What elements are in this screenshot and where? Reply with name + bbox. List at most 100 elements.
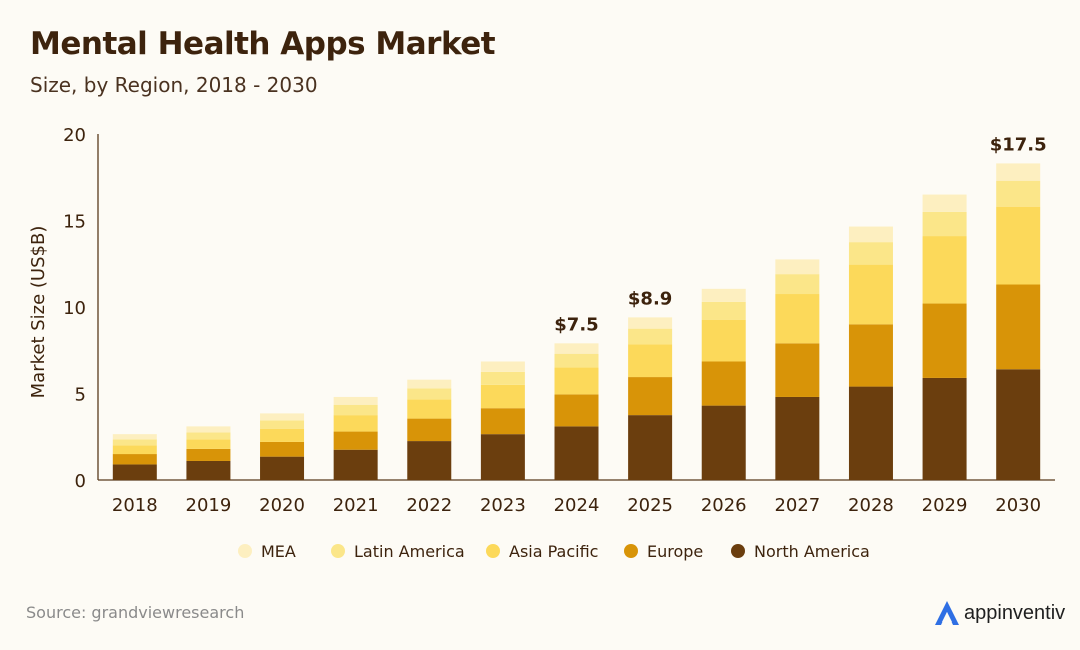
legend-swatch — [624, 544, 638, 558]
bar-segment-europe — [775, 343, 820, 397]
bar-segment-mea — [628, 317, 673, 329]
bar-segment-mea — [996, 163, 1041, 181]
bar-segment-asia-pacific — [260, 428, 305, 442]
legend-label: MEA — [261, 542, 296, 561]
bar-segment-latin-america — [701, 301, 746, 320]
bar-segment-latin-america — [628, 328, 673, 345]
bar-segment-asia-pacific — [996, 206, 1041, 285]
y-tick-label: 15 — [63, 212, 86, 233]
source-note: Source: grandviewresearch — [26, 603, 245, 622]
bar-segment-europe — [628, 377, 673, 416]
x-tick-label: 2030 — [995, 495, 1041, 516]
x-tick-label: 2024 — [554, 495, 600, 516]
y-tick-label: 10 — [63, 298, 86, 319]
bar-segment-north-america — [922, 377, 967, 480]
bar-segment-europe — [186, 448, 231, 461]
bar-segment-latin-america — [480, 371, 525, 385]
chart-subtitle: Size, by Region, 2018 - 2030 — [30, 73, 318, 97]
bar-segment-europe — [554, 394, 599, 427]
bar-segment-asia-pacific — [922, 236, 967, 304]
bar-segment-north-america — [701, 405, 746, 480]
bar-segment-asia-pacific — [333, 415, 378, 432]
bar-segment-asia-pacific — [407, 399, 452, 419]
bar-segment-north-america — [260, 456, 305, 480]
bar-segment-mea — [186, 426, 231, 433]
bar-segment-latin-america — [848, 242, 893, 265]
chart-title: Mental Health Apps Market — [30, 26, 496, 62]
bar-segment-latin-america — [922, 211, 967, 237]
legend-label: Latin America — [354, 542, 465, 561]
bar-segment-europe — [922, 303, 967, 378]
brand: appinventiv — [932, 598, 1065, 628]
bar-segment-mea — [922, 194, 967, 212]
x-tick-label: 2021 — [333, 495, 379, 516]
bar-segment-latin-america — [996, 180, 1041, 207]
bar-segment-north-america — [848, 386, 893, 480]
x-tick-label: 2026 — [701, 495, 747, 516]
bar-segment-latin-america — [112, 439, 157, 446]
x-tick-label: 2023 — [480, 495, 526, 516]
x-tick-label: 2028 — [848, 495, 894, 516]
bar-segment-north-america — [628, 415, 673, 480]
bar-segment-asia-pacific — [186, 439, 231, 449]
x-tick-label: 2029 — [922, 495, 968, 516]
bar-segment-mea — [480, 361, 525, 372]
legend-swatch — [486, 544, 500, 558]
bar-segment-north-america — [186, 460, 231, 480]
x-tick-label: 2027 — [774, 495, 820, 516]
legend-label: North America — [754, 542, 870, 561]
bar-segment-north-america — [775, 396, 820, 480]
bar-segment-europe — [848, 324, 893, 387]
bar-segment-mea — [112, 434, 157, 440]
y-tick-label: 0 — [75, 471, 86, 492]
x-tick-label: 2022 — [406, 495, 452, 516]
bar-segment-north-america — [554, 426, 599, 480]
legend-swatch — [331, 544, 345, 558]
bar-segment-europe — [112, 454, 157, 465]
bar-segment-mea — [554, 343, 599, 354]
bar-segment-latin-america — [775, 274, 820, 295]
bar-segment-mea — [701, 288, 746, 302]
legend-swatch — [238, 544, 252, 558]
bar-segment-europe — [996, 284, 1041, 370]
bar-segment-latin-america — [554, 353, 599, 368]
bar-segment-mea — [775, 259, 820, 275]
bar-segment-europe — [701, 361, 746, 406]
bar-segment-europe — [480, 408, 525, 435]
bar-segment-europe — [260, 441, 305, 457]
legend-label: Europe — [647, 542, 703, 561]
x-tick-label: 2025 — [627, 495, 673, 516]
y-tick-label: 5 — [75, 385, 86, 406]
total-annotation: $8.9 — [628, 288, 672, 309]
x-tick-label: 2020 — [259, 495, 305, 516]
bar-segment-europe — [333, 431, 378, 450]
bar-segment-asia-pacific — [628, 344, 673, 378]
bar-segment-mea — [260, 413, 305, 421]
bar-segment-mea — [848, 226, 893, 243]
total-annotation: $17.5 — [990, 134, 1047, 155]
bar-segment-latin-america — [186, 432, 231, 440]
bar-segment-north-america — [480, 434, 525, 480]
y-axis-label: Market Size (US$B) — [28, 226, 49, 399]
x-tick-label: 2018 — [112, 495, 158, 516]
bar-segment-latin-america — [260, 420, 305, 429]
bar-segment-asia-pacific — [554, 367, 599, 395]
bar-segment-asia-pacific — [701, 319, 746, 362]
bar-segment-north-america — [333, 449, 378, 480]
legend-label: Asia Pacific — [509, 542, 598, 561]
bar-segment-europe — [407, 418, 452, 442]
bar-segment-asia-pacific — [775, 294, 820, 344]
bar-segment-north-america — [407, 441, 452, 480]
bar-segment-latin-america — [407, 388, 452, 400]
x-tick-label: 2019 — [186, 495, 232, 516]
appinventiv-logo-icon — [935, 601, 959, 625]
bar-segment-asia-pacific — [112, 445, 157, 455]
bar-segment-asia-pacific — [848, 264, 893, 325]
bar-segment-north-america — [112, 464, 157, 480]
legend-swatch — [731, 544, 745, 558]
bar-segment-mea — [407, 379, 452, 389]
total-annotation: $7.5 — [554, 314, 598, 335]
bar-segment-mea — [333, 396, 378, 405]
brand-name: appinventiv — [964, 601, 1066, 624]
